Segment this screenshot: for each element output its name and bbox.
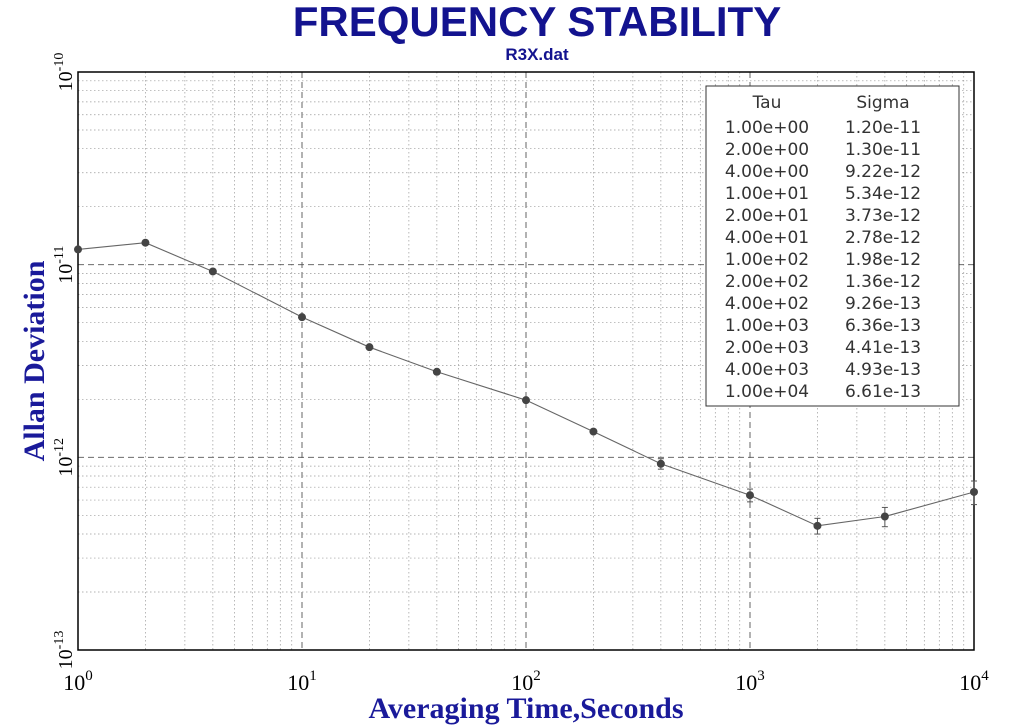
- y-tick-label: 10-11: [52, 246, 77, 284]
- table-cell-sigma: 1.98e-12: [845, 250, 921, 270]
- y-tick-label: 10-10: [52, 53, 77, 92]
- y-tick-label: 10-12: [52, 438, 77, 477]
- table-header-sigma: Sigma: [856, 93, 909, 113]
- chart-subtitle: R3X.dat: [505, 45, 569, 64]
- data-point: [656, 459, 665, 468]
- x-tick-base: 10: [735, 670, 757, 695]
- data-table: Tau Sigma 1.00e+00 1.20e-11 2.00e+00 1.30e-11…: [705, 85, 960, 407]
- data-point: [208, 267, 217, 276]
- x-tick-label: 103: [735, 668, 765, 695]
- table-cell-tau: 1.00e+02: [725, 250, 809, 270]
- table-cell-sigma: 9.22e-12: [845, 162, 921, 182]
- table-cell-tau: 1.00e+04: [725, 382, 809, 402]
- x-tick-exponent: 3: [757, 668, 765, 684]
- x-tick-base: 10: [959, 670, 981, 695]
- y-tick-base: 10: [55, 264, 77, 284]
- data-point: [522, 396, 530, 405]
- table-cell-tau: 1.00e+01: [725, 184, 809, 204]
- y-tick-label: 10-13: [52, 631, 77, 670]
- x-tick-base: 10: [63, 670, 85, 695]
- y-tick-exponent: -13: [52, 631, 67, 650]
- table-cell-sigma: 1.36e-12: [845, 272, 921, 292]
- table-cell-tau: 2.00e+00: [725, 140, 809, 160]
- table-header-tau: Tau: [752, 93, 782, 113]
- x-tick-label: 100: [63, 668, 93, 695]
- data-point: [589, 427, 598, 436]
- y-tick-exponent: -10: [52, 53, 67, 72]
- table-cell-sigma: 2.78e-12: [845, 228, 921, 248]
- table-cell-sigma: 6.36e-13: [845, 316, 921, 336]
- data-point: [746, 491, 754, 500]
- data-point: [432, 367, 441, 376]
- y-tick-base: 10: [55, 457, 77, 477]
- table-cell-sigma: 5.34e-12: [845, 184, 921, 204]
- x-tick-label: 102: [511, 668, 541, 695]
- data-point: [298, 313, 306, 322]
- table-cell-sigma: 1.30e-11: [845, 140, 921, 160]
- x-tick-exponent: 0: [85, 668, 93, 684]
- y-axis-title: Allan Deviation: [18, 260, 51, 461]
- data-table-frame: [705, 85, 960, 407]
- table-cell-sigma: 4.93e-13: [845, 360, 921, 380]
- x-axis-title: Averaging Time,Seconds: [368, 692, 683, 725]
- table-cell-tau: 2.00e+03: [725, 338, 809, 358]
- x-tick-labels: 100 101 102 103 104: [63, 668, 989, 695]
- table-cell-tau: 4.00e+01: [725, 228, 809, 248]
- table-cell-tau: 1.00e+03: [725, 316, 809, 336]
- y-tick-base: 10: [55, 71, 77, 91]
- table-cell-tau: 4.00e+03: [725, 360, 809, 380]
- x-tick-base: 10: [511, 670, 533, 695]
- x-tick-label: 104: [959, 668, 989, 695]
- x-tick-label: 101: [287, 668, 317, 695]
- data-point: [365, 343, 374, 352]
- x-tick-exponent: 1: [309, 668, 317, 684]
- chart-title: FREQUENCY STABILITY: [293, 0, 781, 45]
- table-cell-tau: 4.00e+02: [725, 294, 809, 314]
- x-tick-base: 10: [287, 670, 309, 695]
- table-cell-tau: 2.00e+02: [725, 272, 809, 292]
- x-tick-exponent: 4: [981, 668, 989, 684]
- data-point: [880, 512, 889, 521]
- data-point: [813, 521, 822, 530]
- y-tick-exponent: -12: [52, 438, 67, 457]
- data-point: [970, 487, 978, 496]
- series-group: [74, 238, 978, 535]
- x-tick-exponent: 2: [533, 668, 541, 684]
- data-point: [141, 238, 150, 247]
- table-cell-sigma: 6.61e-13: [845, 382, 921, 402]
- table-cell-sigma: 1.20e-11: [845, 118, 921, 138]
- table-cell-sigma: 3.73e-12: [845, 206, 921, 226]
- table-cell-tau: 4.00e+00: [725, 162, 809, 182]
- table-cell-tau: 2.00e+01: [725, 206, 809, 226]
- y-tick-exponent: -11: [52, 246, 67, 264]
- table-cell-tau: 1.00e+00: [725, 118, 809, 138]
- table-cell-sigma: 9.26e-13: [845, 294, 921, 314]
- plot-frame: [77, 71, 975, 651]
- y-tick-base: 10: [55, 649, 77, 669]
- data-point: [74, 245, 82, 254]
- table-cell-sigma: 4.41e-13: [845, 338, 921, 358]
